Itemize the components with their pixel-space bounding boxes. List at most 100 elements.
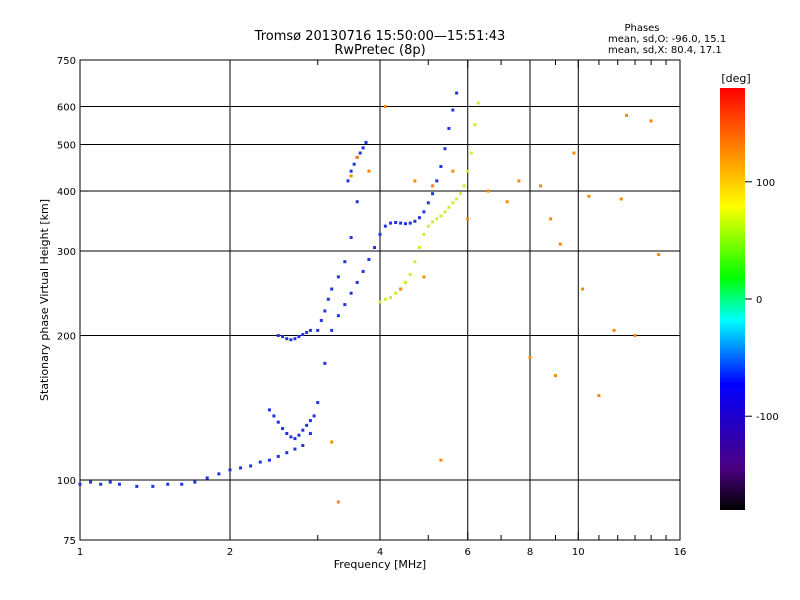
data-point-s5-17	[455, 197, 459, 201]
data-point-s5-18	[458, 192, 462, 196]
x-tick-label-2: 2	[227, 547, 233, 558]
x-tick-label-1: 1	[77, 547, 83, 558]
data-point-s6-23	[649, 119, 653, 123]
data-point-s6-8	[466, 217, 470, 221]
colorbar-ticks: 100 0 -100	[745, 178, 779, 423]
y-tick-label-200: 200	[57, 332, 76, 343]
data-point-s5-22	[473, 123, 477, 127]
data-point-s0-10	[205, 476, 209, 480]
data-point-s4-11	[312, 414, 316, 418]
data-point-s3-2	[352, 162, 356, 166]
x-tick-label-10: 10	[572, 547, 585, 558]
data-point-s6-30	[587, 194, 591, 198]
data-point-s2-5	[336, 275, 340, 279]
data-point-s0-43	[431, 192, 435, 196]
data-point-s6-14	[549, 217, 553, 221]
data-point-s0-29	[361, 269, 365, 273]
data-point-s0-31	[373, 246, 377, 250]
data-point-s6-13	[539, 184, 543, 188]
data-point-s0-45	[439, 164, 443, 168]
data-point-s6-20	[619, 197, 623, 201]
data-point-s4-1	[272, 414, 276, 418]
data-point-s3-5	[361, 146, 365, 150]
data-point-s0-2	[99, 482, 103, 486]
data-point-s6-25	[336, 500, 340, 504]
data-point-s6-27	[422, 275, 426, 279]
data-point-s5-19	[462, 184, 466, 188]
data-point-s3-6	[364, 140, 368, 144]
data-point-s6-3	[383, 105, 387, 109]
data-point-s0-35	[394, 220, 398, 224]
data-point-s6-18	[597, 394, 601, 398]
data-point-s4-10	[308, 419, 312, 423]
colorbar	[720, 88, 745, 510]
gridlines	[80, 60, 680, 540]
data-point-s1-8	[308, 328, 312, 332]
data-point-s1-2	[285, 337, 289, 341]
data-point-s6-19	[612, 328, 616, 332]
y-tick-label-600: 600	[57, 103, 76, 114]
data-point-s6-9	[486, 189, 490, 193]
data-point-s5-1	[383, 297, 387, 301]
data-point-s6-17	[581, 287, 585, 291]
data-point-s2-2	[323, 309, 327, 313]
data-point-s2-4	[330, 287, 334, 291]
data-point-s5-5	[403, 280, 407, 284]
data-point-s6-2	[367, 169, 371, 173]
data-point-s0-34	[389, 221, 393, 225]
y-tick-label-75: 75	[63, 536, 76, 547]
data-point-s4-5	[289, 435, 293, 439]
axis-ticks	[79, 59, 681, 541]
x-tick-label-8: 8	[527, 547, 533, 558]
data-point-s0-41	[422, 210, 426, 214]
data-point-s5-8	[417, 246, 421, 250]
data-point-s1-1	[281, 335, 285, 339]
data-point-s0-47	[447, 126, 451, 130]
y-tick-label-100: 100	[57, 476, 76, 487]
data-point-s0-1	[89, 480, 93, 484]
data-point-s4-6	[293, 437, 297, 441]
data-point-s5-10	[426, 224, 430, 228]
data-point-s6-22	[633, 334, 637, 338]
data-point-s5-23	[476, 101, 480, 105]
data-point-s1-7	[305, 330, 309, 334]
data-point-s0-21	[308, 432, 312, 436]
data-point-s0-15	[258, 460, 262, 464]
data-point-s0-16	[267, 458, 271, 462]
data-point-s5-13	[439, 214, 443, 218]
data-point-s0-38	[408, 221, 412, 225]
data-point-s4-9	[305, 423, 309, 427]
data-point-s0-40	[417, 216, 421, 220]
data-point-s6-28	[439, 458, 443, 462]
legend-title: Phases	[624, 23, 659, 34]
data-point-s4-7	[297, 433, 301, 437]
data-point-s3-1	[349, 169, 353, 173]
data-point-s5-3	[394, 291, 398, 295]
data-point-s2-8	[355, 200, 359, 204]
data-point-s6-24	[657, 253, 661, 257]
y-tick-label-300: 300	[57, 247, 76, 258]
data-point-s2-7	[349, 236, 353, 240]
x-axis-label: Frequency [MHz]	[334, 558, 426, 571]
colorbar-tick-label-0: 0	[756, 295, 762, 306]
data-point-s4-8	[301, 428, 305, 432]
legend-line-o: mean, sd,O: -96.0, 15.1	[608, 34, 726, 45]
data-point-s0-7	[166, 482, 170, 486]
y-tick-label-500: 500	[57, 141, 76, 152]
data-point-s4-0	[267, 408, 271, 412]
data-point-s1-4	[293, 337, 297, 341]
data-point-s5-15	[447, 205, 451, 209]
data-point-s6-29	[553, 374, 557, 378]
data-point-s0-4	[117, 482, 121, 486]
data-point-s0-44	[435, 179, 439, 183]
data-point-s0-3	[108, 480, 112, 484]
data-point-s0-25	[336, 314, 340, 318]
data-point-s3-0	[346, 179, 350, 183]
data-point-s5-20	[466, 169, 470, 173]
data-point-s2-3	[326, 297, 330, 301]
data-point-s0-30	[367, 258, 371, 262]
data-point-s6-0	[330, 440, 334, 444]
y-tick-labels: 75 100 200 300 400 500 600 750	[57, 56, 76, 547]
data-point-s0-18	[285, 451, 289, 455]
data-point-s0-23	[323, 361, 327, 365]
